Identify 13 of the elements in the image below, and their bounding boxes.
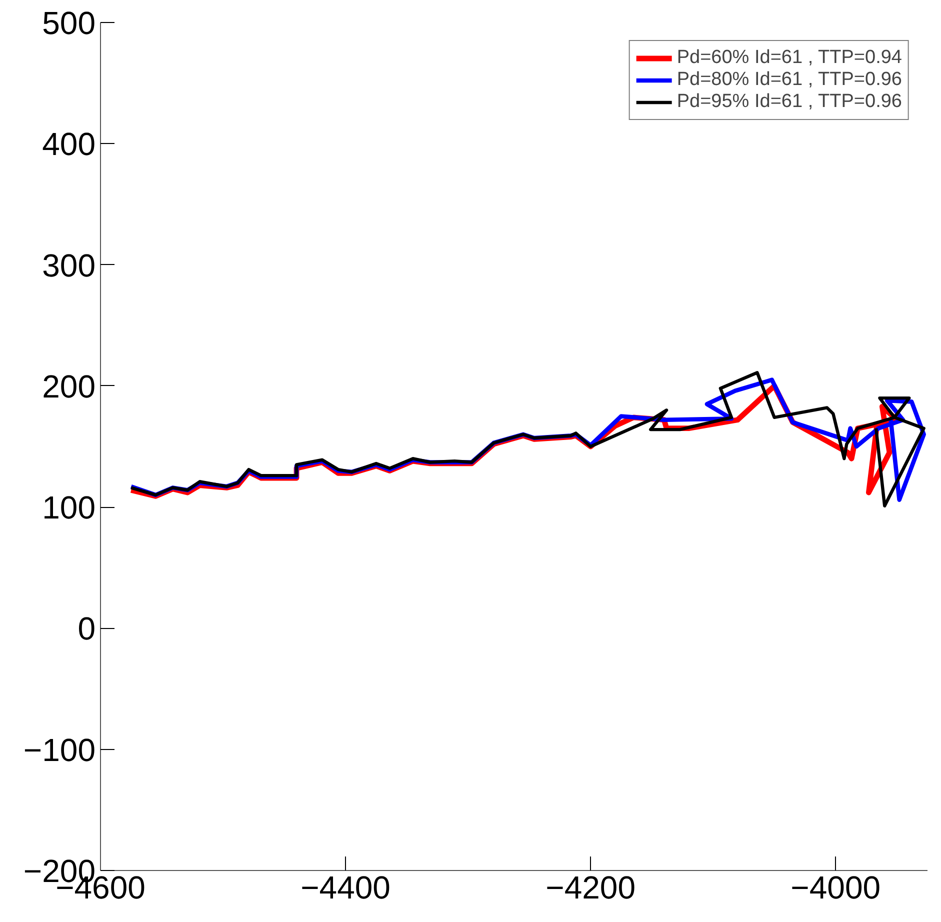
x-tick-label: −4000 [790, 870, 881, 906]
y-tick-label: 500 [42, 5, 96, 41]
x-tick-label: −4400 [300, 870, 390, 906]
y-tick-label: −100 [23, 732, 96, 768]
x-tick-label: −4200 [546, 870, 636, 906]
legend-label: Pd=60% Id=61 , TTP=0.94 [676, 47, 902, 69]
y-tick-label: 0 [78, 610, 96, 647]
legend-label: Pd=95% Id=61 , TTP=0.96 [676, 91, 902, 113]
legend-label: Pd=80% Id=61 , TTP=0.96 [676, 69, 902, 91]
y-tick-label: 300 [42, 247, 96, 284]
y-tick-label: 100 [42, 490, 96, 526]
y-tick-label: 400 [42, 126, 96, 162]
y-tick-label: 200 [42, 368, 96, 404]
